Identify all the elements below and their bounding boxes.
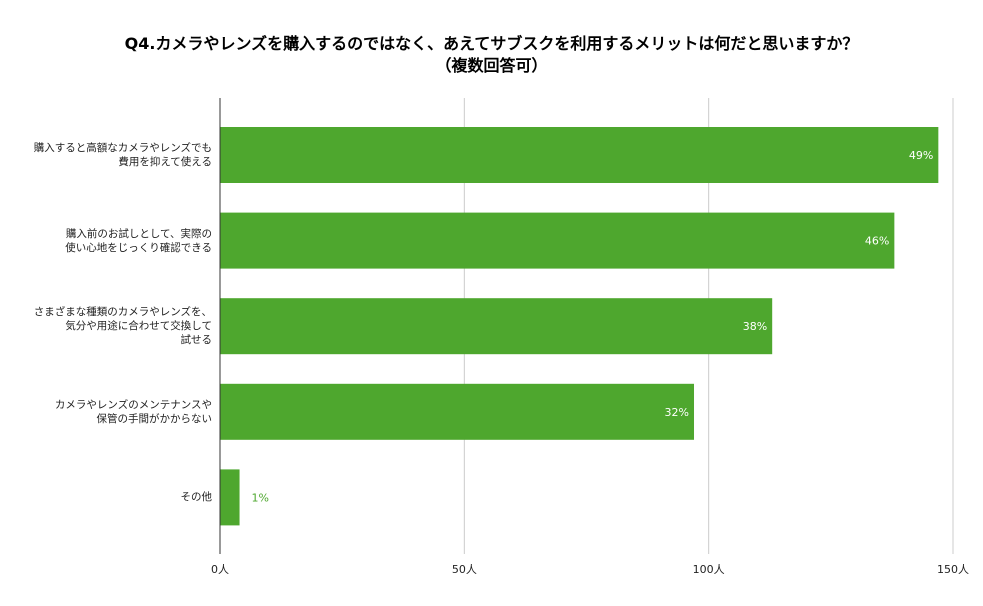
data-label: 49% xyxy=(909,149,933,162)
category-label-line: 費用を抑えて使える xyxy=(118,156,212,168)
category-label-line: 使い心地をじっくり確認できる xyxy=(65,241,212,254)
category-label-line: さまざまな種類のカメラやレンズを、 xyxy=(33,306,212,319)
chart-title-line-2: （複数回答可） xyxy=(435,56,548,75)
bar xyxy=(220,383,695,440)
data-label: 46% xyxy=(865,235,889,248)
bar xyxy=(220,212,895,269)
bar xyxy=(220,469,240,526)
bar xyxy=(220,127,939,183)
x-tick-label: 150人 xyxy=(937,563,969,576)
category-label: その他 xyxy=(10,490,213,504)
data-label: 1% xyxy=(252,491,269,504)
x-tick-label: 50人 xyxy=(452,563,477,576)
bar xyxy=(220,298,773,355)
x-tick-label: 0人 xyxy=(211,563,229,576)
x-tick-label: 100人 xyxy=(693,563,725,576)
category-label-line: その他 xyxy=(180,491,213,504)
chart-title: Q4.カメラやレンズを購入するのではなく、あえてサブスクを利用するメリットは何だ… xyxy=(0,33,983,77)
chart-title-line-1: Q4.カメラやレンズを購入するのではなく、あえてサブスクを利用するメリットは何だ… xyxy=(124,34,859,53)
category-label-line: 保管の手間がかからない xyxy=(96,412,213,425)
category-label: 購入すると高額なカメラやレンズでも費用を抑えて使える xyxy=(10,141,212,169)
category-label-line: 試せる xyxy=(180,334,213,347)
category-label-line: 購入前のお試しとして、実際の xyxy=(65,227,212,240)
data-label: 32% xyxy=(665,406,689,419)
category-label: 購入前のお試しとして、実際の 使い心地をじっくり確認できる xyxy=(10,227,212,255)
category-label: カメラやレンズのメンテナンスや 保管の手間がかからない xyxy=(10,398,212,426)
category-label-line: 購入すると高額なカメラやレンズでも xyxy=(33,142,212,154)
bars: 49% 46% 38% 32% 1% xyxy=(220,127,939,526)
x-axis-ticks: 0人 50人 100人 150人 xyxy=(211,563,969,576)
data-label: 38% xyxy=(743,320,767,333)
category-label-line: 気分や用途に合わせて交換して xyxy=(65,320,212,333)
category-label-line: カメラやレンズのメンテナンスや xyxy=(54,398,212,411)
category-label: さまざまな種類のカメラやレンズを、 気分や用途に合わせて交換して 試せる xyxy=(10,305,212,347)
